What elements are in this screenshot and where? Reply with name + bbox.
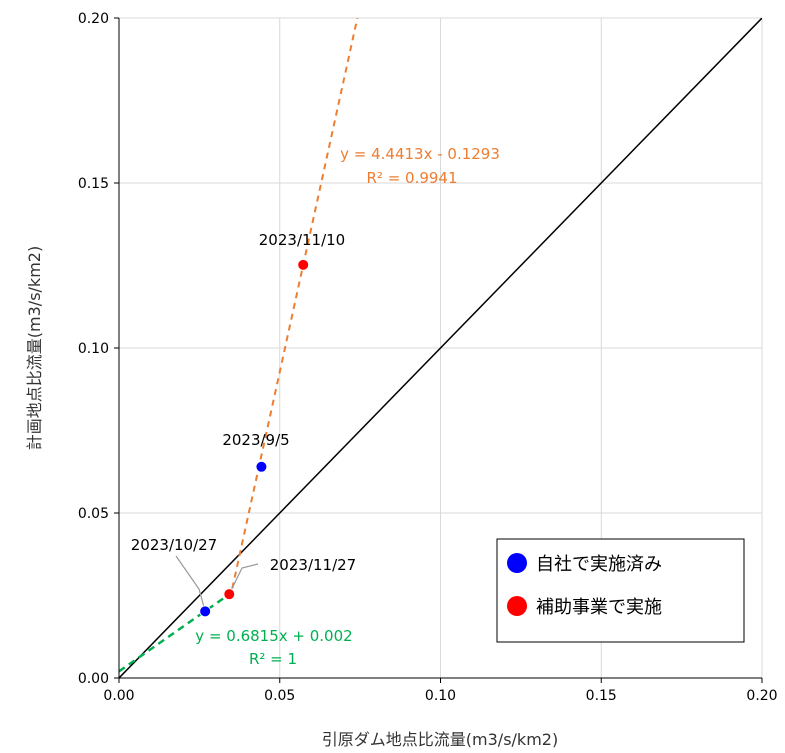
- data-point: [223, 588, 236, 601]
- point-labels: 2023/9/5 2023/10/27 2023/11/10 2023/11/27: [131, 231, 356, 574]
- y-tick-label: 0.10: [78, 341, 109, 357]
- point-label: 2023/11/10: [259, 231, 345, 249]
- y-tick-label: 0.00: [78, 671, 109, 687]
- y-tick-labels: 0.00 0.05 0.10 0.15 0.20: [78, 11, 119, 687]
- green-trend-r2: R² = 1: [249, 650, 297, 668]
- legend: 自社で実施済み 補助事業で実施: [496, 538, 745, 643]
- y-axis-title: 計画地点比流量(m3/s/km2): [25, 246, 44, 450]
- data-point: [199, 605, 212, 618]
- x-tick-label: 0.05: [264, 688, 295, 704]
- point-label: 2023/10/27: [131, 536, 217, 554]
- leader-lines: [175, 555, 259, 612]
- data-point: [297, 258, 310, 271]
- leader-line-2023-10-27: [175, 555, 206, 612]
- point-label: 2023/11/27: [270, 556, 356, 574]
- legend-marker-blue: [507, 553, 527, 573]
- points-layer: [199, 258, 310, 618]
- legend-label-blue: 自社で実施済み: [536, 554, 662, 575]
- orange-trend-r2: R² = 0.9941: [366, 169, 457, 187]
- legend-marker-red: [507, 596, 527, 616]
- green-trend-equation: y = 0.6815x + 0.002: [195, 627, 352, 645]
- orange-trend-equation: y = 4.4413x - 0.1293: [340, 145, 500, 163]
- x-tick-label: 0.00: [103, 688, 134, 704]
- x-tick-labels: 0.00 0.05 0.10 0.15 0.20: [103, 678, 778, 704]
- orange-trendline: [228, 18, 359, 600]
- reference-line: [119, 18, 762, 678]
- y-tick-label: 0.20: [78, 11, 109, 27]
- x-tick-label: 0.10: [425, 688, 456, 704]
- data-point: [255, 460, 268, 473]
- x-tick-label: 0.15: [586, 688, 617, 704]
- point-label: 2023/9/5: [222, 431, 289, 449]
- x-tick-label: 0.20: [746, 688, 777, 704]
- y-tick-label: 0.05: [78, 506, 109, 522]
- lines-layer: [119, 18, 762, 678]
- legend-box: [496, 538, 745, 643]
- legend-label-red: 補助事業で実施: [536, 597, 662, 618]
- x-axis-title: 引原ダム地点比流量(m3/s/km2): [322, 730, 558, 749]
- leader-line-2023-11-27: [228, 563, 259, 595]
- y-tick-label: 0.15: [78, 176, 109, 192]
